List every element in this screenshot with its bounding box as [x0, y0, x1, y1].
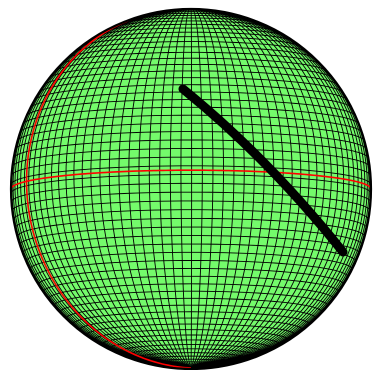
red-equator-line	[10, 169, 372, 190]
sphere	[9, 7, 373, 370]
sphere-outline	[9, 7, 373, 370]
red-meridian-line	[25, 13, 192, 369]
black-arc-path	[178, 84, 348, 257]
